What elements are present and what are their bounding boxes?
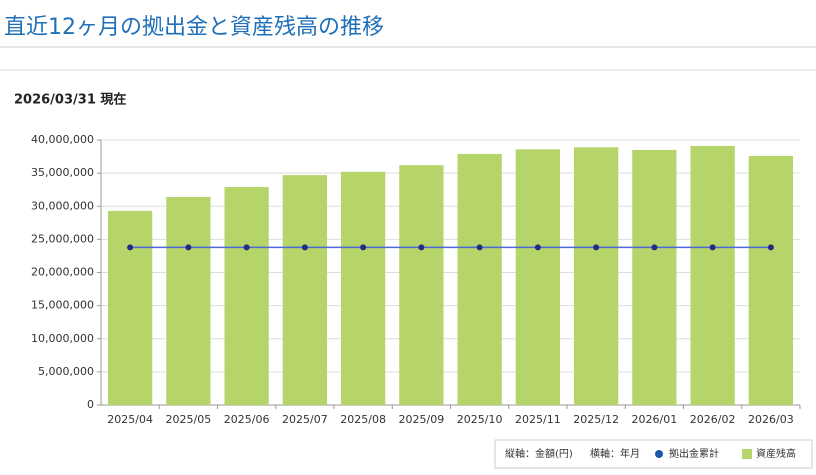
line-marker	[476, 244, 483, 251]
as-of-date: 2026/03/31 現在	[14, 92, 126, 108]
legend-swatch	[742, 449, 752, 459]
legend-label: 拠出金累計	[669, 447, 719, 460]
x-tick-label: 2025/04	[107, 413, 153, 426]
bar	[340, 171, 386, 405]
bar	[748, 155, 794, 405]
legend-box	[494, 439, 813, 469]
bar	[282, 175, 328, 405]
x-tick-label: 2025/08	[340, 413, 386, 426]
bar	[399, 165, 444, 405]
bar	[632, 149, 677, 405]
line-marker	[360, 244, 367, 251]
y-tick-label: 0	[87, 398, 94, 411]
x-tick-label: 2026/01	[632, 413, 678, 426]
line-marker	[185, 244, 192, 251]
x-tick-label: 2025/07	[282, 413, 328, 426]
line-marker	[593, 244, 600, 251]
y-axis-label: 縦軸：金額(円)	[505, 447, 573, 460]
bar	[224, 187, 269, 405]
x-tick-label: 2025/09	[399, 413, 445, 426]
bar	[690, 145, 735, 405]
y-tick-label: 20,000,000	[31, 266, 94, 279]
y-tick-label: 30,000,000	[31, 199, 94, 212]
line-marker	[243, 244, 250, 251]
line-marker	[127, 244, 134, 251]
legend-label: 資産残高	[756, 447, 796, 460]
bar	[515, 149, 561, 405]
line-marker	[534, 244, 541, 251]
bar	[457, 153, 502, 405]
y-tick-label: 5,000,000	[38, 365, 94, 378]
x-axis-label: 横軸：年月	[590, 447, 640, 460]
bar	[573, 147, 619, 405]
y-tick-label: 15,000,000	[31, 299, 94, 312]
y-tick-label: 35,000,000	[31, 166, 94, 179]
x-tick-label: 2025/11	[515, 413, 561, 426]
x-tick-label: 2025/10	[457, 413, 503, 426]
x-tick-label: 2026/02	[690, 413, 736, 426]
line-marker	[418, 244, 425, 251]
y-tick-label: 40,000,000	[31, 133, 94, 146]
y-tick-label: 10,000,000	[31, 332, 94, 345]
x-tick-label: 2025/05	[166, 413, 212, 426]
line-marker	[767, 244, 774, 251]
line-marker	[651, 244, 658, 251]
x-tick-label: 2026/03	[748, 413, 794, 426]
x-tick-label: 2025/12	[573, 413, 619, 426]
bar	[107, 210, 153, 405]
y-tick-label: 25,000,000	[31, 232, 94, 245]
line-marker	[709, 244, 716, 251]
x-tick-label: 2025/06	[224, 413, 270, 426]
line-marker	[301, 244, 308, 251]
legend-swatch	[655, 450, 663, 458]
bar	[166, 196, 211, 405]
page-title: 直近12ヶ月の拠出金と資産残高の推移	[4, 15, 384, 40]
